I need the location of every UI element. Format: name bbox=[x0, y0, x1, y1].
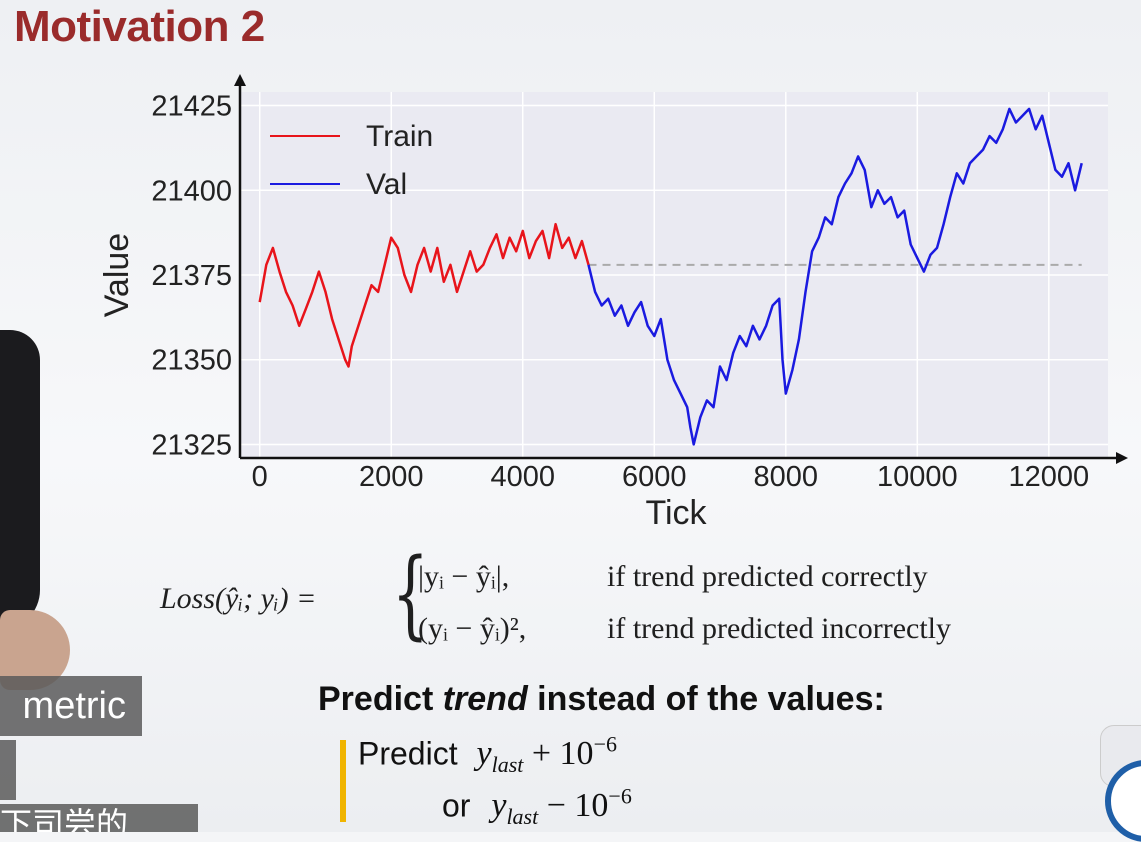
x-axis-title: Tick bbox=[645, 494, 707, 532]
predict-label: Predict bbox=[358, 735, 458, 772]
y-tick-label: 21425 bbox=[151, 91, 232, 123]
predict-minus-line: or ylast − 10−6 bbox=[442, 784, 632, 830]
math-operator: − 10 bbox=[538, 787, 609, 825]
overlay-caption-text: metric bbox=[22, 685, 126, 727]
formula-lhs: Loss(ŷᵢ; yᵢ) = bbox=[160, 582, 317, 615]
y-tick-label: 21325 bbox=[151, 429, 232, 461]
math-exponent: −6 bbox=[608, 784, 632, 809]
overlay-caption-box-1: metric bbox=[0, 676, 142, 736]
y-tick-label: 21350 bbox=[151, 345, 232, 377]
series-line-train bbox=[258, 222, 590, 368]
formula-case-incorrect: (yᵢ − ŷᵢ)², bbox=[418, 612, 527, 645]
math-subscript: last bbox=[491, 752, 524, 778]
y-tick-label: 21400 bbox=[151, 175, 232, 207]
heading-text-emphasis: trend bbox=[442, 680, 528, 718]
accent-bar bbox=[340, 740, 346, 822]
x-tick-label: 12000 bbox=[1008, 461, 1089, 493]
y-tick-label: 21375 bbox=[151, 260, 232, 292]
predict-plus-expression: ylast + 10−6 bbox=[476, 732, 617, 777]
y-axis-title: Value bbox=[98, 233, 136, 317]
x-tick-label: 8000 bbox=[754, 461, 819, 493]
overlay-caption-box-3: 下司尝的 bbox=[0, 804, 198, 832]
trend-heading: Predict trend instead of the values: bbox=[318, 680, 885, 719]
or-label: or bbox=[442, 787, 471, 824]
overlay-caption-box-2 bbox=[0, 740, 16, 800]
series-line-val bbox=[587, 107, 1083, 446]
formula-condition-incorrect: if trend predicted incorrectly bbox=[607, 612, 952, 645]
y-axis-arrow-icon bbox=[234, 74, 246, 86]
math-operator: + 10 bbox=[523, 735, 594, 773]
x-tick-label: 0 bbox=[252, 461, 268, 493]
math-exponent: −6 bbox=[593, 732, 617, 757]
formula-brace: { bbox=[392, 538, 429, 650]
legend-label-val: Val bbox=[366, 168, 407, 201]
math-var: y bbox=[491, 787, 507, 825]
math-subscript: last bbox=[506, 804, 539, 830]
predict-minus-expression: ylast − 10−6 bbox=[491, 784, 632, 829]
line-chart: 0 2000 4000 6000 8000 10000 12000 21325 21350 213… bbox=[98, 74, 1128, 532]
x-tick-label: 4000 bbox=[490, 461, 555, 493]
legend-label-train: Train bbox=[366, 120, 433, 153]
overlay-caption-text: 下司尝的 bbox=[0, 806, 129, 832]
x-tick-label: 6000 bbox=[622, 461, 687, 493]
x-tick-label: 2000 bbox=[359, 461, 424, 493]
slide-title: Motivation 2 bbox=[14, 2, 265, 51]
x-tick-label: 10000 bbox=[877, 461, 958, 493]
heading-text-post: instead of the values: bbox=[527, 680, 885, 718]
x-axis-arrow-icon bbox=[1116, 452, 1128, 464]
formula-condition-correct: if trend predicted correctly bbox=[607, 560, 928, 593]
math-var: y bbox=[476, 735, 492, 773]
presenter-figure bbox=[0, 330, 40, 630]
predict-plus-line: Predict ylast + 10−6 bbox=[358, 732, 617, 778]
heading-text-pre: Predict bbox=[318, 680, 443, 718]
formula-case-correct: |yᵢ − ŷᵢ|, bbox=[418, 560, 510, 593]
